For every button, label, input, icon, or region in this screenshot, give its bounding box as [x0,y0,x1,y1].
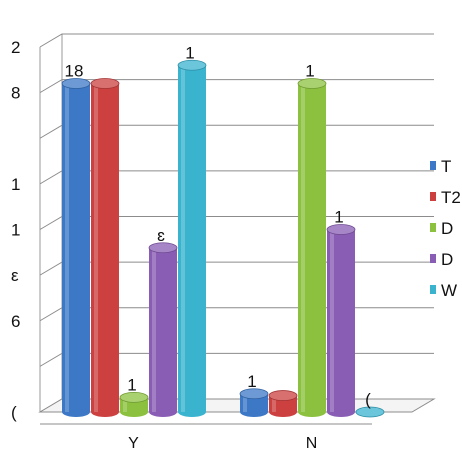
data-label: 18 [65,62,84,81]
data-label: 1 [185,43,194,62]
data-label: 1 [334,208,343,227]
legend-item: W [430,281,457,300]
legend-item: T2 [430,188,461,207]
bar-top [326,224,356,235]
y-tick-label: ε [11,266,19,285]
bar [239,388,269,417]
legend-swatch [430,254,436,263]
data-label: 1 [127,375,136,394]
bar-top [90,78,120,89]
legend-label: D [441,219,453,238]
bar-top [119,391,149,403]
y-tick-label: 1 [11,221,20,240]
x-tick-label: N [306,435,318,452]
bar-highlight [272,395,276,412]
bar-highlight [301,83,305,412]
legend-label: T2 [441,188,461,207]
y-tick-label: ( [11,403,17,422]
data-label: ɛ [157,226,165,245]
bar [61,78,91,417]
bar-group [61,59,385,418]
legend-label: W [441,281,457,300]
bar [268,390,298,417]
legend-swatch [430,285,436,294]
bar-highlight [243,393,247,412]
y-tick-labels: (6 ε 1 1 8 2 [11,38,20,422]
bar-highlight [330,229,334,412]
legend-swatch [430,192,436,201]
bar-top [268,390,298,401]
legend-item: D [430,250,453,269]
legend-label: D [441,250,453,269]
legend-label: T [441,157,451,176]
y-tick-label: 6 [11,312,20,331]
bar [326,224,356,417]
bar-top [297,78,327,89]
bar-highlight [94,83,98,412]
y-tick-label: 8 [11,84,20,103]
bar-highlight [152,247,156,412]
y-tick-label: 1 [11,175,20,194]
legend-item: D [430,219,453,238]
bar-top [148,242,178,254]
bar [119,391,149,417]
bar [355,406,385,418]
bar [177,59,207,417]
bar [297,78,327,417]
x-tick-label: Y [128,435,139,452]
bar [90,78,120,417]
data-label: ( [365,390,371,409]
bar [148,242,178,417]
bar-highlight [181,65,185,412]
legend-swatch [430,161,436,170]
bar-highlight [123,397,127,412]
data-label: 1 [305,62,314,81]
bar-top [355,406,385,418]
data-label: 1 [247,372,256,391]
gridline [39,33,434,48]
legend-swatch [430,223,436,232]
bar-top [177,59,207,71]
bar-top [61,78,91,89]
legend-item: T [430,157,451,176]
y-tick-label: 2 [11,38,20,57]
bar-highlight [65,83,69,412]
bar-top [239,388,269,400]
data-labels: 18 1 1 1 ɛ 1 1 ( [65,43,372,409]
